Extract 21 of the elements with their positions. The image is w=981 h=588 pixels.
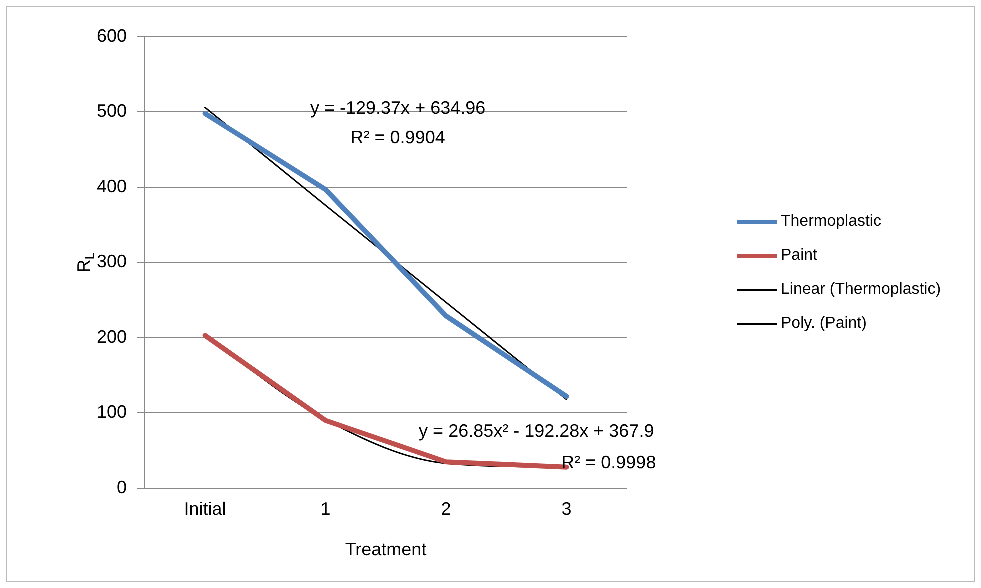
annotation: y = -129.37x + 634.96 [310,98,486,118]
y-tick-label: 400 [96,176,128,196]
annotation: R² = 0.9904 [350,128,446,148]
y-axis-title: RL [74,252,97,273]
y-tick-label: 0 [117,477,128,498]
x-axis-title: Treatment [345,539,427,560]
annotation: y = 26.85x² - 192.28x + 367.9 [419,420,654,441]
y-tick-label: 200 [96,326,128,347]
y-tick-label: 500 [96,101,128,122]
legend-label: Poly. (Paint) [781,314,867,334]
x-tick-label: Initial [184,499,226,520]
y-tick-label: 100 [96,402,128,422]
legend-label: Linear (Thermoplastic) [781,280,942,300]
annotation: R² = 0.9998 [562,452,656,473]
legend-label: Paint [781,246,818,266]
y-tick-label: 600 [96,26,128,46]
x-tick-label: 2 [441,499,452,520]
y-tick-label: 300 [96,252,128,272]
legend-label: Thermoplastic [781,212,882,232]
x-tick-label: 3 [562,499,572,520]
x-tick-label: 1 [320,499,331,520]
